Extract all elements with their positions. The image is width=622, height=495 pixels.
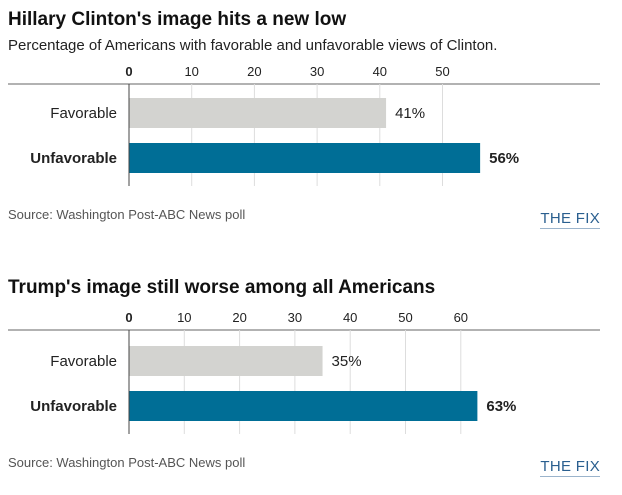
tick-label: 10 xyxy=(184,64,198,79)
tick-label: 0 xyxy=(125,64,132,79)
tick-label: 20 xyxy=(232,310,246,325)
value-label: 63% xyxy=(486,398,516,415)
tick-label: 50 xyxy=(398,310,412,325)
bar xyxy=(129,98,387,128)
chart-clinton: Hillary Clinton's image hits a new low P… xyxy=(0,0,622,245)
value-label: 56% xyxy=(489,150,519,167)
value-label: 41% xyxy=(395,105,425,122)
tick-label: 30 xyxy=(310,64,324,79)
the-fix-logo[interactable]: THE FIX xyxy=(540,458,600,477)
bar xyxy=(129,346,323,376)
tick-label: 60 xyxy=(454,310,468,325)
bar-plot: 0 10 20 30 40 50 Favorable 41% Unfavorable 56% xyxy=(8,64,600,186)
value-label: 35% xyxy=(332,353,362,370)
bar xyxy=(129,391,478,421)
tick-label: 10 xyxy=(177,310,191,325)
tick-label: 40 xyxy=(343,310,357,325)
bar-plot: 0 10 20 30 40 50 60 Favorable 35% Unfavorable 63% xyxy=(8,310,600,434)
chart-title: Hillary Clinton's image hits a new low xyxy=(8,9,347,30)
chart-title: Trump's image still worse among all Amer… xyxy=(8,277,436,298)
chart-subtitle: Percentage of Americans with favorable a… xyxy=(8,37,498,54)
category-label: Favorable xyxy=(50,353,117,370)
tick-label: 40 xyxy=(373,64,387,79)
tick-label: 50 xyxy=(435,64,449,79)
tick-label: 30 xyxy=(288,310,302,325)
category-label: Unfavorable xyxy=(30,150,117,167)
source-note: Source: Washington Post-ABC News poll xyxy=(8,455,246,470)
source-note: Source: Washington Post-ABC News poll xyxy=(8,207,246,222)
bar xyxy=(129,143,481,173)
category-label: Favorable xyxy=(50,105,117,122)
tick-label: 0 xyxy=(125,310,132,325)
category-label: Unfavorable xyxy=(30,398,117,415)
the-fix-logo[interactable]: THE FIX xyxy=(540,210,600,229)
tick-label: 20 xyxy=(247,64,261,79)
